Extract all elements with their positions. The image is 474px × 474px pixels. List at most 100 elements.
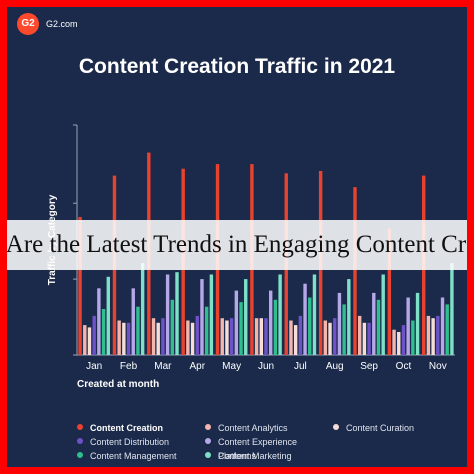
bar xyxy=(381,274,385,355)
legend-swatch xyxy=(333,424,339,430)
bar xyxy=(406,297,410,355)
legend-label: Content Analytics xyxy=(218,423,288,433)
bar xyxy=(440,297,445,355)
bar xyxy=(83,325,87,355)
overlay-banner-text: What Are the Latest Trends in Engaging C… xyxy=(7,231,467,258)
bar xyxy=(372,292,376,355)
bar xyxy=(357,315,362,355)
bar xyxy=(450,263,454,355)
legend-item: Content Creation xyxy=(77,421,205,435)
bar xyxy=(220,318,224,355)
legend-label: Content Management xyxy=(90,451,177,461)
bar xyxy=(415,292,420,355)
legend-item: Content Management xyxy=(77,449,205,463)
bar xyxy=(278,274,282,355)
bar xyxy=(190,322,195,355)
bar xyxy=(170,299,175,355)
bar xyxy=(426,315,431,355)
legend-item: Content Experience Platforms xyxy=(205,435,333,463)
bar xyxy=(259,318,263,355)
bar xyxy=(293,325,298,355)
bar xyxy=(151,318,156,355)
bar xyxy=(175,272,179,355)
bar xyxy=(298,315,303,355)
bar xyxy=(136,306,140,355)
x-tick-label: Mar xyxy=(154,361,172,372)
bar xyxy=(367,322,371,355)
bar xyxy=(161,318,165,355)
bar xyxy=(229,318,234,355)
bar xyxy=(376,299,381,355)
bar xyxy=(156,322,160,355)
bar xyxy=(397,332,401,355)
bar xyxy=(436,315,440,355)
g2-logo-icon: G2 xyxy=(17,13,39,35)
bar xyxy=(342,304,346,355)
brand-header: G2 G2.com xyxy=(17,13,78,35)
bar xyxy=(387,228,392,355)
x-tick-label: Apr xyxy=(189,361,205,372)
bar xyxy=(140,263,145,355)
overlay-banner: What Are the Latest Trends in Engaging C… xyxy=(7,220,467,270)
legend-label: Content Creation xyxy=(90,423,163,433)
bar xyxy=(200,279,204,355)
x-tick-label: May xyxy=(222,361,241,372)
bar xyxy=(186,320,190,355)
bar xyxy=(126,322,131,355)
legend-item: Content Marketing xyxy=(205,449,333,463)
bar xyxy=(101,309,106,355)
x-tick-label: Jun xyxy=(258,361,274,372)
bar xyxy=(97,288,101,355)
chart-title: Content Creation Traffic in 2021 xyxy=(78,55,396,78)
bar xyxy=(303,283,307,355)
bar xyxy=(234,290,239,355)
x-tick-label: Sep xyxy=(360,361,378,372)
bar xyxy=(353,187,357,355)
bar xyxy=(392,329,396,355)
legend-item: Content Distribution xyxy=(77,435,205,449)
legend-swatch xyxy=(77,438,83,444)
bar xyxy=(254,318,259,355)
bar xyxy=(431,318,435,355)
bar xyxy=(323,320,328,355)
bar xyxy=(401,325,406,355)
legend-swatch xyxy=(205,438,211,444)
bar xyxy=(269,290,273,355)
bar xyxy=(411,320,415,355)
bar xyxy=(122,322,126,355)
bar xyxy=(362,322,367,355)
legend-label: Content Distribution xyxy=(90,437,170,447)
x-tick-label: Nov xyxy=(429,361,447,372)
x-tick-label: Oct xyxy=(396,361,412,372)
bar xyxy=(312,274,317,355)
bar xyxy=(328,322,332,355)
bar xyxy=(308,297,312,355)
legend-swatch xyxy=(205,424,211,430)
bar xyxy=(117,320,121,355)
bar xyxy=(195,315,199,355)
bar xyxy=(239,302,243,355)
site-name: G2.com xyxy=(46,19,78,29)
bar xyxy=(78,217,82,355)
legend-swatch xyxy=(205,452,211,458)
bar xyxy=(225,320,229,355)
x-tick-label: Jan xyxy=(86,361,102,372)
bar xyxy=(131,288,135,355)
bar xyxy=(92,315,96,355)
bar xyxy=(273,299,278,355)
bar xyxy=(264,318,268,355)
legend-item: Content Analytics xyxy=(205,421,333,435)
bar xyxy=(165,274,170,355)
legend-label: Content Experience Platforms xyxy=(218,437,298,461)
x-axis-label: Created at month xyxy=(77,379,159,390)
bar xyxy=(445,304,449,355)
legend-swatch xyxy=(77,452,83,458)
bar xyxy=(337,292,342,355)
bar xyxy=(289,320,293,355)
chart-frame: G2 G2.com Content Creation Traffic in 20… xyxy=(7,7,467,467)
x-tick-label: Feb xyxy=(120,361,138,372)
x-tick-label: Aug xyxy=(326,361,344,372)
x-tick-label: Jul xyxy=(294,361,307,372)
bar xyxy=(106,276,110,355)
bar xyxy=(347,279,351,355)
